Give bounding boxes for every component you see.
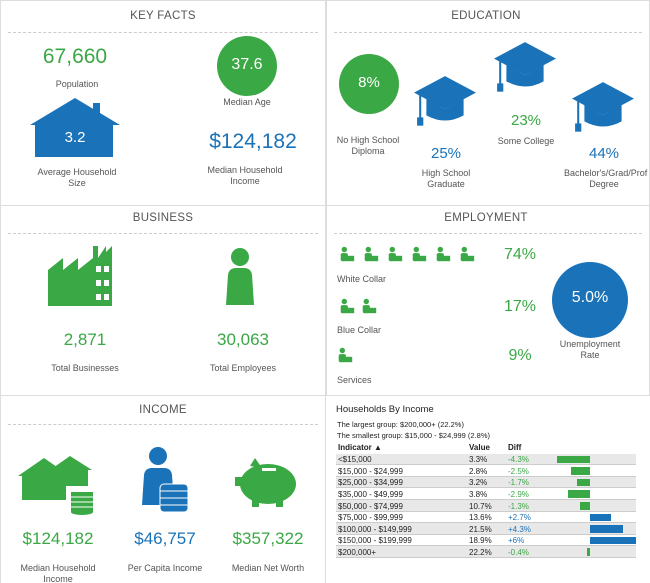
stat-value: 9% — [508, 347, 532, 364]
stat-label: Average Household Size — [37, 167, 117, 188]
panel-title: EDUCATION — [451, 10, 521, 22]
separator — [334, 32, 642, 33]
stat-label: No High School Diploma — [336, 135, 400, 156]
stat-value: 74% — [503, 246, 537, 263]
stat-value: $357,322 — [232, 529, 304, 548]
stat-label: Services — [337, 375, 372, 385]
panel-title: EMPLOYMENT — [444, 212, 528, 224]
separator — [8, 233, 318, 234]
diff-bar — [567, 490, 590, 498]
cell: $75,000 - $99,999 — [338, 513, 403, 523]
stat-label: Total Businesses — [51, 363, 119, 373]
column-header: Diff — [508, 443, 522, 452]
diff-bar — [577, 478, 590, 487]
stat-label: Population — [55, 79, 99, 89]
cell: 18.9% — [469, 536, 492, 546]
table-row — [336, 534, 636, 547]
stat-label: Blue Collar — [337, 325, 382, 335]
cell: 2.8% — [469, 466, 488, 476]
cell: +2.7% — [508, 513, 531, 523]
table-note: The smallest group: $15,000 - $24,999 (2… — [337, 431, 491, 440]
diff-bar — [586, 548, 590, 556]
cell: +6% — [508, 536, 525, 546]
cell: $150,000 - $199,999 — [338, 536, 412, 546]
stat-value: 23% — [510, 112, 542, 129]
column-header: Indicator ▲ — [338, 443, 382, 452]
diff-bar — [580, 502, 590, 510]
cell: $100,000 - $149,999 — [338, 524, 412, 534]
panel-title: KEY FACTS — [130, 10, 196, 22]
stat-value: 8% — [358, 74, 380, 91]
stat-value: $124,182 — [209, 130, 297, 153]
cell: $50,000 - $74,999 — [338, 501, 403, 511]
stat-label: White Collar — [337, 274, 387, 284]
cell: $15,000 - $24,999 — [338, 466, 403, 476]
stat-value: $124,182 — [22, 529, 94, 548]
panel-title: BUSINESS — [132, 212, 194, 224]
separator — [8, 424, 318, 425]
stat-label: Per Capita Income — [127, 563, 203, 573]
separator — [334, 233, 642, 234]
stat-label: Median Age — [223, 97, 271, 107]
cell: 21.5% — [469, 524, 492, 534]
stat-value: 25% — [430, 145, 462, 162]
table-row — [336, 476, 636, 489]
stat-value: 5.0% — [571, 289, 609, 306]
cell: 3.8% — [469, 489, 488, 499]
cell: -2.5% — [508, 466, 529, 476]
stat-value: 17% — [503, 298, 537, 315]
table-row — [336, 488, 636, 500]
cell: -4.3% — [508, 455, 529, 465]
panel — [0, 395, 326, 583]
table-row — [336, 523, 636, 535]
cell: 3.2% — [469, 478, 488, 488]
panel-title: INCOME — [139, 404, 187, 416]
stat-label: Unemployment Rate — [559, 339, 621, 360]
cell: 13.6% — [469, 513, 492, 523]
stat-label: Median Household Income — [20, 563, 96, 583]
separator — [8, 32, 318, 33]
stat-value: 37.6 — [231, 56, 263, 73]
table-row — [336, 500, 636, 512]
cell: -1.3% — [508, 501, 529, 511]
table-row — [336, 546, 636, 558]
stat-value: 2,871 — [63, 330, 107, 349]
cell: -0.4% — [508, 547, 529, 557]
cell: $35,000 - $49,999 — [338, 489, 403, 499]
diff-bar — [590, 525, 623, 533]
diff-bar — [557, 455, 590, 464]
diff-bar — [590, 536, 636, 545]
cell: $25,000 - $34,999 — [338, 478, 403, 488]
table-title: Households By Income — [336, 404, 434, 415]
table-row — [336, 465, 636, 477]
stat-label: High School Graduate — [421, 168, 471, 189]
stat-label: Bachelor's/Grad/Prof Degree — [564, 168, 648, 189]
cell: 22.2% — [469, 547, 492, 557]
cell: <$15,000 — [338, 455, 372, 465]
stat-label: Total Employees — [209, 363, 277, 373]
stat-label: Median Net Worth — [231, 563, 305, 573]
stat-label: Some College — [497, 136, 555, 146]
cell: $200,000+ — [338, 547, 377, 557]
stat-value: 30,063 — [217, 330, 269, 349]
stat-value: $46,757 — [134, 529, 196, 548]
cell: 10.7% — [469, 501, 492, 511]
stat-value: 44% — [588, 145, 620, 162]
panel-icons — [18, 36, 634, 515]
cell: -2.9% — [508, 489, 529, 499]
table-row — [336, 453, 636, 466]
stat-label: Median Household Income — [207, 165, 283, 186]
table-row — [336, 511, 636, 524]
diff-bar — [590, 513, 611, 522]
stat-value: 3.2 — [64, 129, 86, 146]
cell: 3.3% — [469, 455, 488, 465]
diff-bar — [571, 467, 590, 475]
cell: +4.3% — [508, 524, 531, 534]
stat-value: 67,660 — [42, 45, 108, 68]
table-note: The largest group: $200,000+ (22.2%) — [337, 420, 464, 429]
cell: -1.7% — [508, 478, 529, 488]
column-header: Value — [469, 443, 490, 452]
